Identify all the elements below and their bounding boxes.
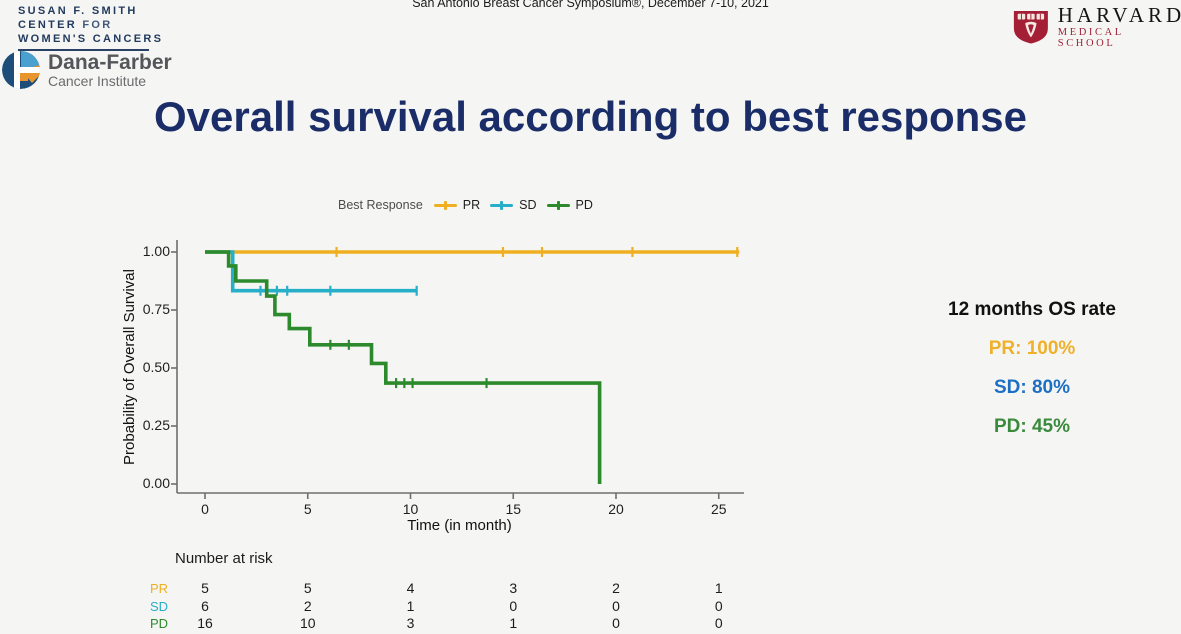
- x-tick-label: 5: [303, 501, 312, 517]
- nar-value-pr-0: 5: [201, 580, 209, 596]
- symposium-header: San Antonio Breast Cancer Symposium®, De…: [412, 0, 769, 10]
- nar-value-sd-5: 2: [303, 597, 312, 614]
- harvard-logo: HARVARD MEDICAL SCHOOL: [1012, 4, 1181, 49]
- legend-item-pd: PD: [546, 198, 593, 212]
- chart-legend: Best Response PR SD PD: [338, 198, 593, 212]
- nar-value-sd-10: 1: [406, 597, 415, 614]
- legend-label-pd: PD: [575, 198, 593, 212]
- legend-marker-pr-icon: [433, 200, 457, 211]
- susan-smith-line1: SUSAN F. SMITH: [18, 5, 138, 17]
- susan-smith-line3: WOMEN'S CANCERS: [18, 33, 164, 45]
- x-tick-label: 25: [710, 501, 727, 517]
- harvard-shield-icon: [1013, 10, 1048, 44]
- y-tick-label: 0.25: [142, 417, 170, 433]
- y-tick-label: 0.00: [142, 475, 170, 491]
- nar-value-pd-15: 1: [509, 615, 518, 631]
- legend-title: Best Response: [338, 198, 423, 212]
- km-plot: [171, 240, 744, 499]
- os-rate-panel: 12 months OS rate PR: 100% SD: 80% PD: 45%: [928, 299, 1136, 438]
- y-tick-label: 0.50: [142, 359, 170, 375]
- nar-value-pr-10: 4: [406, 580, 415, 596]
- dana-farber-logo: Dana-Farber Cancer Institute: [2, 51, 172, 89]
- dana-farber-icon: [2, 51, 40, 89]
- harvard-name: HARVARD: [1057, 3, 1181, 27]
- nar-value-pr-20: 2: [612, 580, 620, 596]
- nar-value-pd-5: 10: [299, 615, 316, 631]
- nar-value-pd-20: 0: [612, 615, 620, 631]
- os-rate-item-sd: SD: 80%: [993, 377, 1071, 398]
- legend-item-pr: PR: [433, 198, 481, 212]
- harvard-text: HARVARD MEDICAL SCHOOL: [1058, 4, 1181, 49]
- legend-label-pr: PR: [462, 198, 481, 212]
- os-rate-title: 12 months OS rate: [948, 299, 1116, 320]
- legend-marker-sd-icon: [490, 200, 514, 211]
- x-tick-label: 15: [505, 501, 522, 517]
- nar-value-sd-15: 0: [509, 597, 518, 614]
- os-rate-item-pr: PR: 100%: [988, 338, 1076, 359]
- nar-value-sd-20: 0: [612, 597, 620, 614]
- nar-value-pd-25: 0: [714, 615, 723, 631]
- susan-smith-logo: SUSAN F. SMITH CENTER FOR WOMEN'S CANCER…: [18, 4, 163, 51]
- slide-title: Overall survival according to best respo…: [154, 93, 1027, 140]
- x-tick-label: 10: [402, 501, 419, 517]
- nar-value-sd-0: 6: [201, 597, 209, 614]
- y-tick-label: 0.75: [142, 301, 170, 317]
- os-rate-item-pd: PD: 45%: [993, 416, 1071, 437]
- susan-smith-line2: CENTER FOR: [18, 18, 163, 32]
- nar-row-label-pr: PR: [150, 581, 169, 596]
- x-tick-label: 0: [201, 501, 209, 517]
- nar-value-sd-25: 0: [714, 597, 723, 614]
- number-at-risk-table: Number at risk PR 5 5 4 3 2 1 SD 6 2 1 0 0 0 PD 16 10 3 1 0…: [120, 545, 800, 633]
- harvard-subtitle: MEDICAL SCHOOL: [1057, 27, 1124, 49]
- nar-row-label-sd: SD: [150, 598, 169, 614]
- susan-smith-underline: [18, 49, 149, 51]
- x-axis-label: Time (in month): [407, 517, 512, 534]
- y-tick-label: 1.00: [142, 243, 170, 259]
- susan-smith-line2-light: FOR: [82, 19, 113, 31]
- km-chart: Best Response PR SD PD Probability of Over…: [120, 195, 780, 545]
- legend-item-sd: SD: [490, 198, 537, 212]
- dana-farber-subtitle: Cancer Institute: [48, 72, 147, 89]
- legend-marker-pd-icon: [546, 200, 570, 211]
- x-tick-label: 20: [608, 501, 624, 517]
- pd-survival-curve: [205, 250, 602, 484]
- nar-row-label-pd: PD: [150, 616, 169, 631]
- dana-farber-text: Dana-Farber Cancer Institute: [48, 50, 172, 89]
- nar-value-pd-0: 16: [197, 615, 213, 631]
- nar-value-pr-25: 1: [714, 580, 723, 596]
- nar-value-pr-5: 5: [303, 580, 312, 596]
- dana-farber-name: Dana-Farber: [48, 50, 172, 74]
- nar-value-pd-10: 3: [406, 615, 415, 631]
- legend-label-sd: SD: [519, 198, 537, 212]
- number-at-risk-label: Number at risk: [175, 550, 273, 567]
- susan-smith-line2-strong: CENTER: [18, 19, 78, 31]
- nar-value-pr-15: 3: [509, 580, 518, 596]
